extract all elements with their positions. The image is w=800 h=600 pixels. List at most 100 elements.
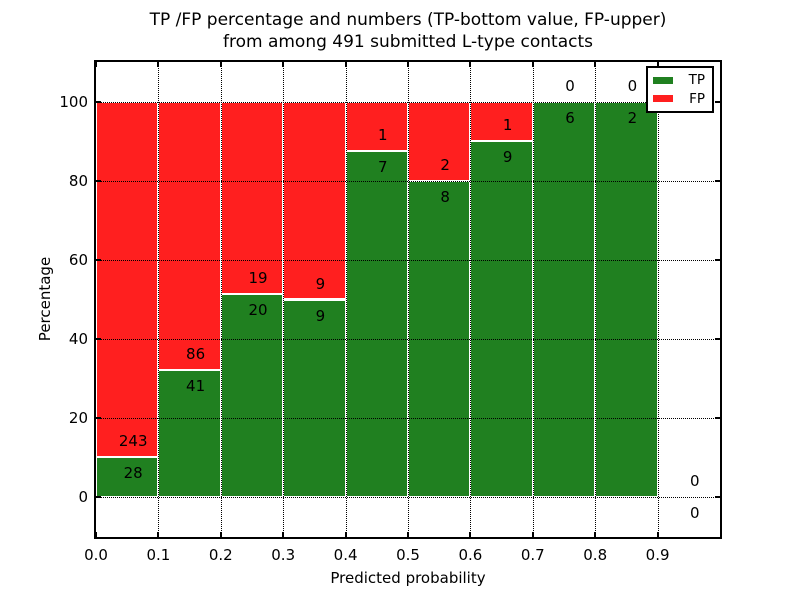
y-tick-mark-right <box>715 100 720 103</box>
x-tick-label: 0.0 <box>84 546 108 564</box>
bar-count-label-tp: 8 <box>440 187 450 206</box>
bar-count-label-tp: 0 <box>690 504 700 523</box>
bar-count-label-tp: 6 <box>565 108 575 127</box>
x-gridline <box>345 62 347 537</box>
bar-segment-tp <box>345 151 408 498</box>
bar-count-label-fp: 0 <box>627 76 638 95</box>
bar-segment-tp <box>96 456 159 498</box>
chart-title-line2: from among 491 submitted L-type contacts <box>222 32 593 52</box>
bar-segment-fp <box>345 101 408 152</box>
x-tick-label: 0.2 <box>208 546 233 564</box>
bar-segment-tp <box>532 101 596 498</box>
x-gridline <box>470 62 472 537</box>
bar-segment-fp <box>158 101 221 370</box>
bar-segment-fp <box>470 101 533 142</box>
y-tick-mark-left <box>96 496 101 499</box>
legend-box: TP FP <box>646 66 714 113</box>
chart-title-line1: TP /FP percentage and numbers (TP-bottom… <box>149 10 667 30</box>
x-tick-mark-bottom <box>344 532 347 537</box>
x-tick-mark-top <box>469 62 472 67</box>
x-gridline <box>283 62 285 537</box>
y-tick-label: 0 <box>78 488 88 507</box>
bar-count-label-tp: 20 <box>248 301 268 320</box>
legend-swatch-fp <box>653 95 673 103</box>
x-gridline <box>657 62 659 537</box>
y-tick-mark-right <box>715 496 720 499</box>
bar-count-label-fp: 1 <box>502 116 513 135</box>
bar-count-label-fp: 0 <box>565 76 575 95</box>
x-tick-mark-bottom <box>407 532 409 537</box>
bar-segment-fp <box>408 101 471 181</box>
bar-count-label-fp: 86 <box>186 344 206 363</box>
bar-count-label-tp: 7 <box>378 158 388 177</box>
bar-count-label-tp: 9 <box>315 306 326 325</box>
x-axis-label: Predicted probability <box>330 569 486 587</box>
bar-segment-tp <box>283 299 346 498</box>
x-gridline <box>408 62 409 537</box>
x-gridline <box>595 62 597 537</box>
y-tick-mark-left <box>96 179 101 182</box>
legend-entry-fp: FP <box>653 92 705 106</box>
y-tick-mark-left <box>96 100 101 103</box>
x-gridline <box>158 62 160 537</box>
x-tick-mark-top <box>407 62 409 67</box>
x-tick-mark-top <box>344 62 347 67</box>
x-tick-mark-top <box>531 62 534 67</box>
bar-count-label-fp: 9 <box>315 274 326 293</box>
y-tick-label: 20 <box>68 409 88 428</box>
legend-label-fp: FP <box>689 90 705 107</box>
y-tick-label: 80 <box>68 171 88 190</box>
x-tick-label: 0.6 <box>458 546 483 564</box>
x-tick-label: 0.7 <box>520 546 545 564</box>
bar-segment-tp <box>595 101 658 498</box>
x-gridline <box>532 62 534 537</box>
bar-count-label-fp: 1 <box>378 126 388 145</box>
bar-segment-tp <box>220 294 284 498</box>
bar-segment-fp <box>220 101 284 295</box>
plot-area: TP FP 243 28 86 41 19 20 9 9 1 7 2 8 1 9 0 6 0 2 0 0 <box>95 62 720 537</box>
bar-count-label-tp: 41 <box>186 376 206 395</box>
y-tick-mark-left <box>96 338 101 341</box>
x-tick-mark-bottom <box>157 532 160 537</box>
bar-count-label-fp: 243 <box>118 431 148 450</box>
y-tick-mark-right <box>715 338 720 341</box>
legend-label-tp: TP <box>688 72 705 89</box>
x-tick-label: 0.9 <box>645 546 670 564</box>
x-tick-mark-bottom <box>469 532 472 537</box>
bar-count-label-fp: 0 <box>690 472 700 491</box>
bar-count-label-tp: 2 <box>627 108 638 127</box>
y-tick-mark-left <box>96 417 101 420</box>
y-tick-label: 100 <box>59 92 88 111</box>
x-tick-label: 0.5 <box>396 546 420 564</box>
chart-title: TP /FP percentage and numbers (TP-bottom… <box>96 9 720 53</box>
bar-count-label-tp: 9 <box>502 148 513 167</box>
bar-count-label-tp: 28 <box>123 463 143 482</box>
x-tick-mark-top <box>282 62 285 67</box>
x-tick-mark-top <box>95 62 97 67</box>
x-tick-mark-top <box>157 62 160 67</box>
y-tick-mark-right <box>715 258 720 261</box>
x-tick-mark-bottom <box>95 532 97 537</box>
x-tick-label: 0.4 <box>333 546 358 564</box>
x-tick-mark-bottom <box>282 532 285 537</box>
x-tick-mark-top <box>594 62 597 67</box>
bar-count-label-fp: 19 <box>248 269 268 288</box>
y-tick-mark-left <box>96 258 101 261</box>
bar-segment-tp <box>158 369 221 498</box>
x-tick-mark-top <box>219 62 222 67</box>
bar-segment-fp <box>283 101 346 300</box>
y-tick-label: 40 <box>68 330 88 349</box>
legend-swatch-tp <box>653 76 673 84</box>
y-axis-label: Percentage <box>36 256 54 342</box>
x-tick-mark-bottom <box>656 532 659 537</box>
x-tick-label: 0.1 <box>146 546 171 564</box>
x-tick-label: 0.8 <box>583 546 608 564</box>
bar-count-label-fp: 2 <box>440 155 450 174</box>
y-tick-mark-right <box>715 417 720 420</box>
x-tick-mark-bottom <box>219 532 222 537</box>
x-gridline <box>220 62 222 537</box>
legend-entry-tp: TP <box>653 73 705 87</box>
x-tick-mark-bottom <box>594 532 597 537</box>
